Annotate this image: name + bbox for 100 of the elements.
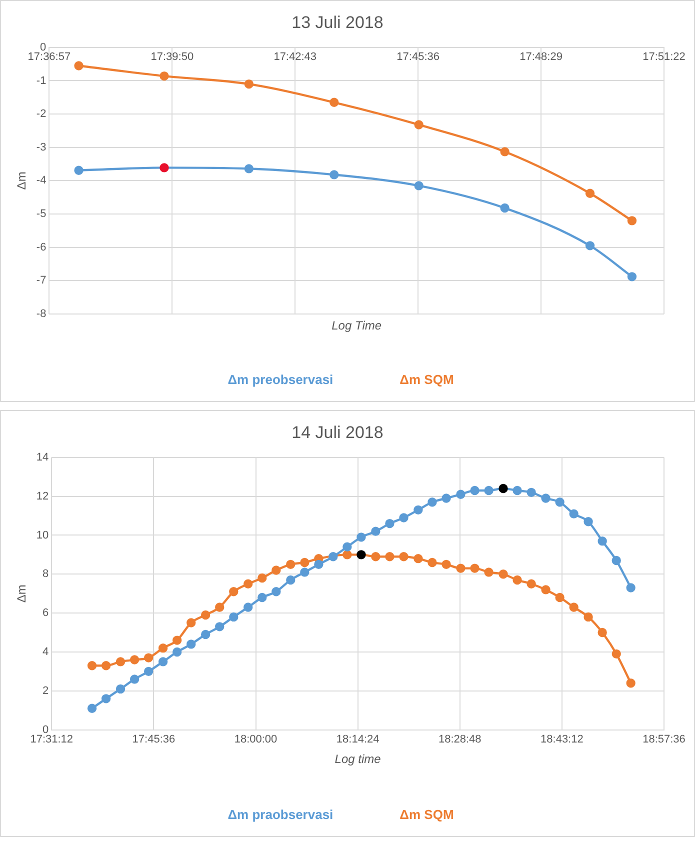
y-tick-label: 10: [36, 529, 49, 542]
point: [585, 241, 595, 250]
point: [172, 647, 182, 657]
point: [258, 573, 267, 583]
point: [584, 517, 593, 526]
y-tick-label: 14: [36, 451, 49, 464]
point: [569, 509, 578, 518]
point: [626, 678, 636, 688]
x-tick-label: 17:42:43: [274, 51, 317, 64]
point: [385, 518, 394, 528]
point: [158, 643, 168, 653]
text: Δm SQM: [400, 372, 454, 388]
point: [160, 163, 169, 172]
point: [414, 505, 423, 515]
point: [414, 120, 424, 130]
point: [87, 704, 97, 713]
y-tick-label: -4: [36, 174, 46, 187]
text: Δm preobservasi: [228, 372, 334, 388]
x-tick-label: 17:48:29: [520, 51, 562, 64]
y-tick-label: -1: [36, 74, 46, 87]
text: Δm praobservasi: [228, 807, 334, 822]
point: [414, 554, 423, 564]
point: [456, 490, 466, 499]
point: [371, 526, 380, 536]
point: [428, 558, 437, 568]
point: [569, 602, 578, 612]
point: [300, 568, 310, 577]
x-axis-title: Log Time: [332, 318, 382, 332]
point: [555, 592, 564, 602]
point: [470, 564, 480, 573]
point: [428, 498, 437, 507]
x-tick-label: 17:39:50: [150, 51, 194, 64]
point: [555, 498, 564, 507]
x-tick-label: 18:43:12: [540, 733, 584, 746]
y-axis-title: Δm: [14, 172, 29, 190]
y-tick-label: 0: [42, 724, 49, 736]
point: [229, 612, 238, 622]
point: [342, 542, 352, 552]
point: [160, 71, 169, 81]
point: [512, 486, 522, 496]
point: [627, 272, 637, 282]
point: [627, 216, 637, 226]
point: [272, 587, 281, 596]
point: [101, 694, 111, 704]
point: [399, 552, 408, 562]
point: [244, 79, 254, 89]
point: [498, 484, 508, 494]
point: [399, 513, 408, 522]
point: [500, 147, 510, 156]
point: [541, 585, 550, 594]
point: [286, 575, 296, 585]
point: [244, 602, 253, 612]
x-tick-label: 17:45:36: [132, 733, 176, 746]
point: [258, 592, 267, 602]
point: [598, 536, 607, 546]
point: [442, 494, 451, 503]
point: [87, 660, 97, 670]
point: [116, 684, 126, 694]
point: [144, 653, 154, 662]
y-tick-label: -5: [36, 208, 46, 220]
y-tick-label: -8: [36, 308, 46, 320]
point: [286, 560, 296, 570]
point: [371, 552, 380, 562]
point: [500, 203, 510, 213]
y-axis-title: Δm: [14, 584, 29, 603]
y-tick-label: -7: [36, 274, 46, 287]
text: Δm SQM: [400, 807, 454, 822]
point: [186, 640, 196, 649]
point: [116, 657, 126, 666]
point: [272, 566, 281, 575]
x-tick-label: 18:57:36: [642, 733, 686, 746]
y-tick-label: 0: [40, 41, 46, 54]
x-axis-title: Log time: [334, 752, 382, 766]
point: [526, 488, 536, 498]
y-tick-label: 4: [42, 646, 49, 658]
x-tick-label: 18:14:24: [336, 733, 380, 746]
point: [356, 532, 366, 542]
point: [130, 674, 140, 684]
point: [330, 98, 339, 107]
point: [498, 570, 508, 579]
y-tick-label: 8: [42, 568, 49, 580]
point: [172, 636, 182, 645]
point: [215, 602, 224, 612]
x-tick-label: 17:51:22: [642, 51, 686, 64]
point: [229, 587, 238, 596]
point: [244, 164, 254, 174]
point: [186, 618, 196, 628]
point: [244, 579, 253, 588]
point: [612, 649, 621, 659]
point: [541, 494, 550, 503]
point: [470, 486, 480, 496]
point: [130, 655, 140, 664]
x-tick-label: 18:00:00: [234, 733, 278, 746]
point: [330, 170, 339, 180]
y-tick-label: -2: [36, 108, 46, 120]
point: [585, 188, 595, 198]
point: [612, 556, 621, 566]
point: [626, 583, 636, 592]
point: [484, 568, 494, 577]
point: [300, 558, 310, 568]
